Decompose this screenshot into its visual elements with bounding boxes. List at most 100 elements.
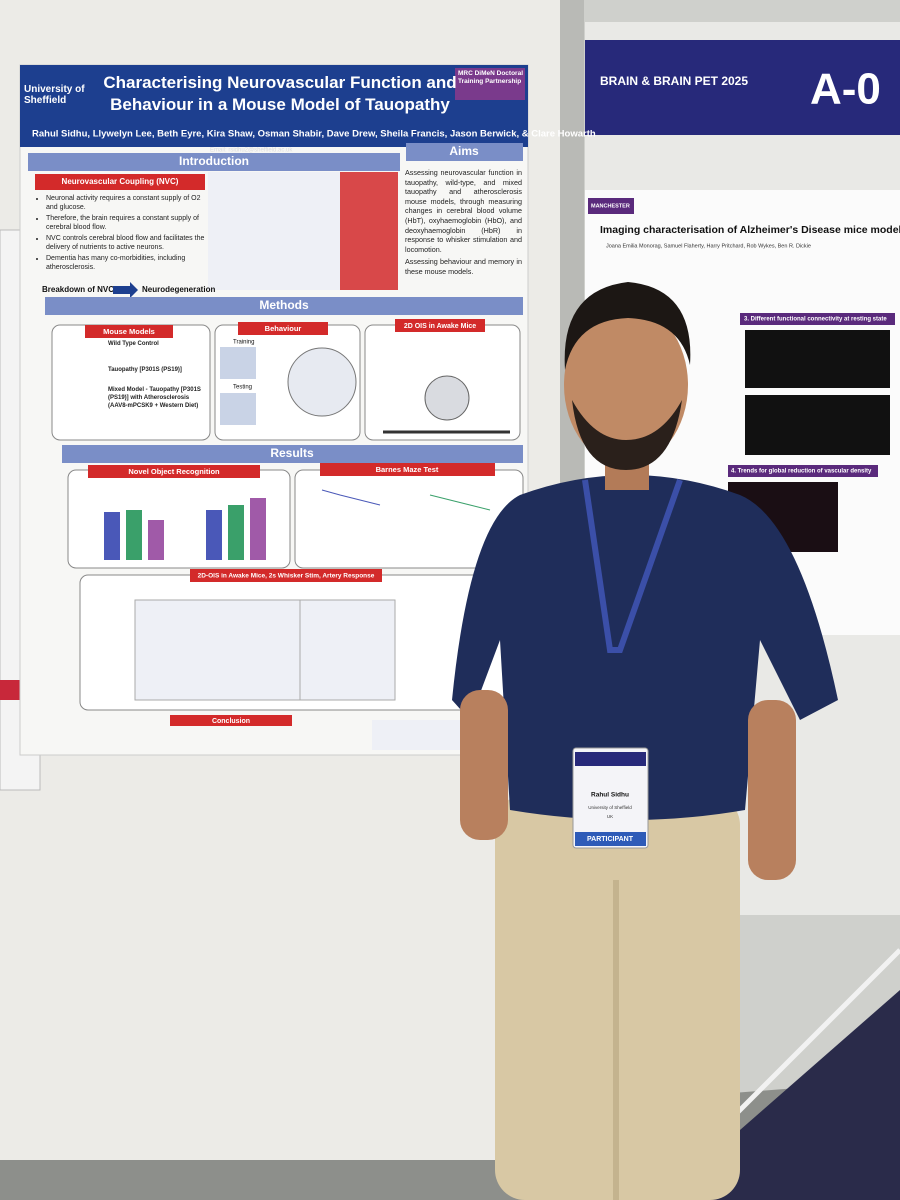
neurodegeneration: Neurodegeneration — [142, 285, 215, 294]
tag — [85, 325, 173, 338]
badge-role-bar — [575, 832, 646, 846]
traces — [134, 599, 326, 701]
person: Rahul Sidhu University of Sheffield UK P… — [452, 282, 838, 1200]
hair — [564, 282, 691, 370]
right-arm — [748, 700, 796, 880]
behaviour: Behaviour — [265, 324, 302, 333]
conference-name: BRAIN & BRAIN PET 2025 — [600, 74, 748, 88]
results-header: Results — [270, 446, 314, 460]
poster-title: Characterising Neurovascular Function an… — [103, 73, 457, 114]
bar-illustration — [250, 498, 266, 560]
treadmill — [424, 375, 470, 421]
partner-text: MRC DiMeN Doctoral Training Partnership — [458, 70, 524, 85]
arrow — [113, 282, 138, 298]
badge-name: Rahul Sidhu — [591, 792, 629, 799]
trend-illustration — [429, 494, 491, 511]
arena — [220, 393, 256, 425]
section-header — [45, 297, 523, 315]
shirt — [452, 475, 838, 820]
methods-header: Methods — [259, 298, 309, 312]
ois-method: 2D OIS in Awake Mice — [404, 323, 476, 330]
bar-illustration — [148, 520, 164, 560]
face — [564, 305, 688, 465]
tag — [238, 322, 328, 335]
mouse-models: Mouse Models — [103, 327, 155, 336]
nor-title: Novel Object Recognition — [128, 467, 220, 476]
badge — [572, 747, 649, 849]
barnes-title: Barnes Maze Test — [376, 465, 439, 474]
bullet: NVC controls cerebral blood flow and fac… — [46, 234, 206, 252]
response-grid — [134, 599, 396, 701]
aim: Assessing neurovascular function in tauo… — [405, 168, 522, 254]
manchester-logo — [588, 198, 634, 214]
introduction-header: Introduction — [179, 154, 249, 168]
right-section: 4. Trends for global reduction of vascul… — [731, 469, 872, 475]
ois-results: 2D-OIS in Awake Mice, 2s Whisker Stim, A… — [198, 573, 375, 580]
bullet-list: Neuronal activity requires a constant su… — [36, 194, 206, 272]
badge-country: UK — [607, 814, 613, 819]
title-box: Characterising Neurovascular Function an… — [103, 73, 457, 114]
tag — [190, 569, 382, 582]
section-bar — [740, 313, 895, 325]
violins — [299, 599, 396, 701]
right-section: 3. Different functional connectivity at … — [744, 317, 887, 323]
fc-maps — [745, 330, 890, 388]
aims-text: Assessing neurovascular function in tauo… — [405, 168, 522, 277]
nvc-title: Neurovascular Coupling (NVC) — [62, 177, 179, 186]
email: Email: rsidhu2@sheffield.ac.uk — [210, 148, 293, 154]
badge-affiliation: University of Sheffield — [588, 805, 632, 810]
training: Training — [233, 340, 254, 346]
lanyard — [582, 479, 683, 653]
right-title: Imaging characterisation of Alzheimer's … — [600, 224, 900, 236]
nor-bars — [104, 498, 266, 560]
beard — [572, 400, 682, 470]
poster-header — [20, 65, 528, 147]
university-name: University of Sheffield — [24, 84, 85, 106]
models: Wild Type Control Tauopathy [P301S (PS19… — [108, 341, 201, 409]
board-number: A-0 — [810, 65, 881, 114]
tag — [88, 465, 260, 478]
section-header — [406, 143, 523, 161]
logos — [372, 720, 462, 750]
section-bar — [728, 465, 878, 477]
bullet: Therefore, the brain requires a constant… — [46, 214, 206, 232]
barnes-maze — [287, 347, 357, 417]
breakdown: Breakdown of NVC — [42, 285, 114, 294]
university: University of Sheffield — [24, 84, 85, 106]
model: Mixed Model - Tauopathy [P301S (PS19)] w… — [108, 387, 201, 409]
bullet: Dementia has many co-morbidities, includ… — [46, 254, 206, 272]
bar-illustration — [228, 505, 244, 560]
badge-role: PARTICIPANT — [587, 836, 634, 843]
left-arm — [460, 690, 508, 840]
conference-banner — [585, 40, 900, 135]
bar-illustration — [126, 510, 142, 560]
authors: Rahul Sidhu, Llywelyn Lee, Beth Eyre, Ki… — [32, 129, 596, 140]
section-header — [28, 153, 400, 171]
tag — [320, 463, 495, 476]
institution: MANCHESTER — [591, 203, 630, 209]
partner: MRC DiMeN Doctoral Training Partnership — [458, 70, 524, 85]
vessel-diagram — [340, 172, 398, 290]
fc-maps — [745, 395, 890, 455]
section-header — [62, 445, 523, 463]
trend-illustration — [321, 489, 381, 506]
tag — [395, 319, 485, 332]
trouser-seam — [613, 880, 619, 1200]
bar-illustration — [104, 512, 120, 560]
tag — [170, 715, 292, 726]
conclusion: Conclusion — [212, 718, 250, 725]
bullet: Neuronal activity requires a constant su… — [46, 194, 206, 212]
right-authors: Joana Emilia Monorag, Samuel Flaherty, H… — [606, 243, 811, 249]
model: Tauopathy [P301S (PS19)] — [108, 367, 182, 373]
aims-body: Assessing neurovascular function in tauo… — [405, 168, 522, 277]
bar-illustration — [206, 510, 222, 560]
mrc-logo — [455, 68, 525, 100]
arena — [220, 347, 256, 379]
nvc-box — [35, 174, 205, 190]
badge-header — [575, 752, 646, 766]
model: Wild Type Control — [108, 341, 159, 347]
intro-bullets: Neuronal activity requires a constant su… — [36, 194, 206, 284]
aims-header: Aims — [449, 144, 479, 158]
